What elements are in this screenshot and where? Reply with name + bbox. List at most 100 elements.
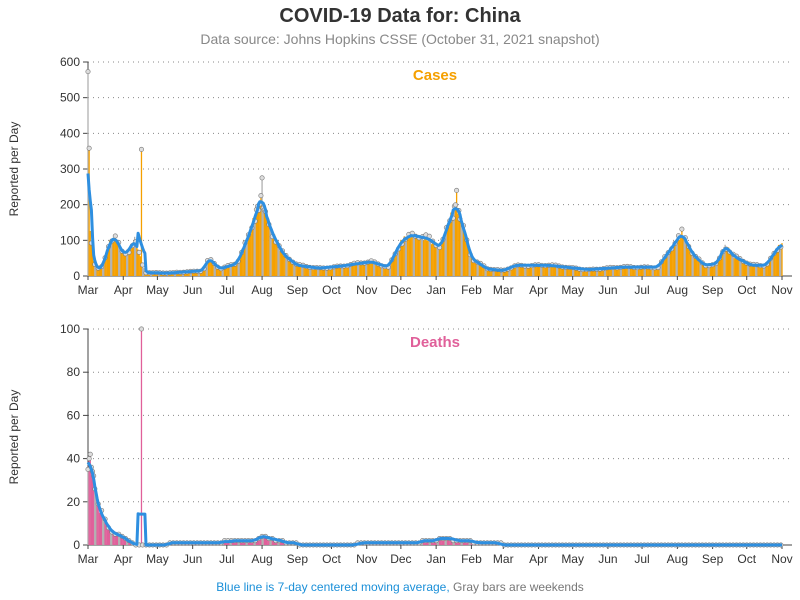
cases-bar — [339, 266, 342, 276]
cases-bar — [254, 221, 256, 276]
cases-bar — [295, 264, 297, 276]
cases-bar — [470, 257, 473, 276]
cases-bar — [534, 264, 536, 276]
deaths-bar — [93, 475, 95, 545]
cases-bar — [449, 220, 451, 276]
cases-bar — [385, 266, 387, 276]
cases-bar — [731, 252, 733, 276]
cases-bar — [138, 252, 140, 276]
cases-xtick-label-may-14: May — [561, 283, 584, 297]
cases-bar — [730, 254, 732, 276]
cases-point — [85, 69, 91, 75]
cases-bar — [225, 267, 227, 276]
cases-point — [454, 187, 460, 193]
cases-bar — [527, 266, 529, 276]
cases-bar — [465, 236, 467, 276]
cases-bar — [562, 266, 565, 276]
cases-xtick-label-apr-1: Apr — [114, 283, 133, 297]
deaths-bar — [264, 536, 267, 545]
cases-moving-average-line — [86, 173, 784, 275]
cases-bar — [331, 266, 334, 276]
cases-bar — [129, 248, 131, 276]
deaths-bar — [442, 538, 444, 545]
cases-xtick-label-mar-0: Mar — [78, 283, 99, 297]
cases-bar — [727, 247, 730, 276]
cases-bar — [495, 269, 498, 276]
cases-bar — [231, 264, 234, 276]
cases-bar — [337, 266, 339, 276]
cases-bar — [441, 243, 443, 276]
cases-bar — [246, 242, 248, 276]
cases-bar — [697, 259, 699, 276]
cases-bar — [219, 268, 221, 276]
cases-bar — [221, 268, 223, 276]
cases-bar — [685, 240, 688, 276]
cases-bar — [118, 242, 120, 276]
cases-bar — [275, 241, 277, 276]
cases-bar — [400, 239, 402, 276]
cases-bar — [670, 248, 673, 276]
cases-bar — [220, 268, 222, 276]
cases-bar — [488, 269, 491, 276]
cases-bar — [592, 269, 594, 276]
cases-bar — [573, 267, 575, 276]
cases-bar — [273, 234, 276, 276]
cases-bar — [338, 266, 341, 276]
cases-bar — [579, 268, 582, 276]
deaths-bar — [263, 536, 265, 545]
cases-bar — [286, 257, 288, 276]
cases-ylabel: Reported per Day — [7, 122, 21, 217]
cases-bar — [519, 265, 521, 276]
cases-bar — [209, 258, 211, 276]
cases-bar — [747, 264, 749, 276]
cases-bar — [616, 267, 618, 276]
deaths-xtick-label-mar-0: Mar — [78, 552, 99, 566]
cases-bar — [405, 241, 408, 276]
deaths-xtick-label-may-14: May — [561, 552, 584, 566]
cases-bar — [714, 263, 716, 276]
cases-bar — [120, 251, 122, 276]
cases-bar — [521, 264, 524, 276]
cases-bar — [370, 260, 372, 276]
cases-bar — [637, 266, 640, 276]
cases-bar — [362, 263, 364, 276]
cases-bar — [360, 263, 362, 276]
cases-bar — [424, 237, 426, 276]
cases-bar — [496, 269, 499, 276]
cases-bar — [499, 270, 501, 276]
cases-bar — [311, 267, 313, 276]
cases-bar — [413, 236, 416, 276]
cases-bar — [203, 268, 205, 276]
cases-bar — [455, 190, 458, 276]
cases-bar — [321, 268, 324, 276]
cases-bar — [386, 266, 388, 276]
cases-bar — [726, 248, 729, 276]
deaths-xtick-label-jul-4: Jul — [219, 552, 234, 566]
cases-bar — [748, 263, 750, 276]
cases-bar — [387, 267, 390, 276]
cases-bar — [751, 265, 754, 276]
cases-bar — [640, 267, 642, 276]
cases-bar — [263, 209, 265, 276]
cases-bar — [554, 265, 557, 276]
cases-bar — [351, 265, 353, 276]
cases-bar — [450, 212, 452, 276]
cases-bar — [304, 267, 306, 276]
cases-bar — [460, 223, 462, 276]
cases-bar — [682, 236, 684, 276]
cases-bar — [525, 264, 527, 276]
deaths-bar — [103, 521, 105, 545]
cases-bar — [141, 264, 144, 276]
cases-bar — [780, 246, 782, 276]
cases-bar — [128, 252, 130, 276]
cases-bar — [289, 259, 292, 276]
cases-bar — [618, 267, 620, 276]
cases-bar — [391, 259, 393, 276]
cases-bar — [247, 234, 250, 276]
cases-bar — [504, 269, 507, 276]
cases-bar — [344, 265, 346, 276]
cases-bar — [746, 263, 748, 276]
cases-bar — [551, 264, 553, 276]
cases-bar — [516, 265, 518, 276]
